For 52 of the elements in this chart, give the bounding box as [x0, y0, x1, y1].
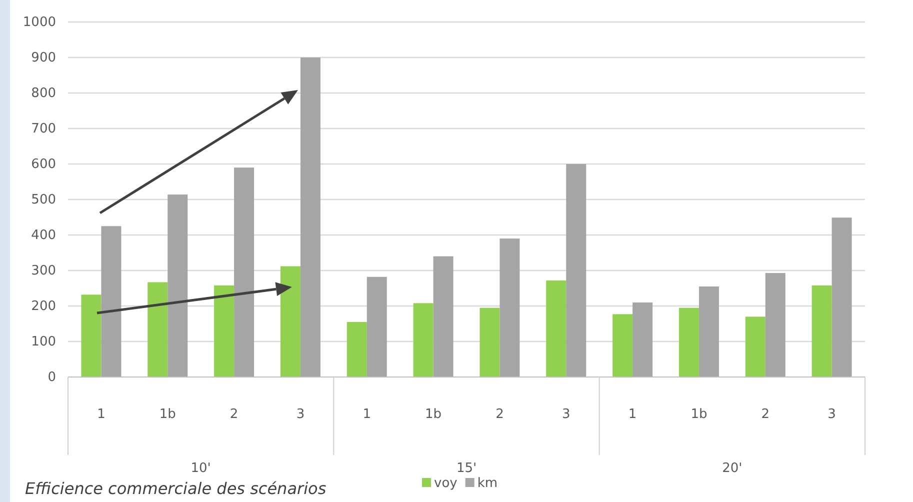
bar	[101, 226, 122, 377]
bar	[168, 194, 188, 377]
text: Efficience commerciale des scénarios	[25, 479, 326, 498]
x-tick-label: 1	[628, 407, 637, 422]
bar	[300, 58, 320, 377]
bar	[413, 303, 434, 377]
y-tick-label: 800	[31, 86, 56, 102]
y-tick-label: 600	[31, 157, 56, 172]
y-tick-label: 500	[31, 192, 56, 208]
y-tick-label: 400	[31, 228, 56, 244]
y-tick-label: 200	[31, 299, 56, 314]
y-tick-label: 1000	[22, 15, 56, 30]
bar	[612, 314, 633, 377]
text: 10'	[190, 461, 211, 476]
x-tick-label: 3	[562, 407, 570, 422]
bar	[366, 276, 387, 377]
bar	[678, 308, 699, 377]
bar	[480, 308, 500, 377]
legend-label: km	[477, 476, 498, 491]
y-tick-label: 300	[31, 264, 56, 279]
x-tick-label: 2	[761, 407, 770, 422]
bar	[832, 218, 852, 377]
x-tick-label: 1b	[425, 407, 442, 422]
text: 15'	[456, 461, 477, 476]
x-tick-label: 1b	[159, 407, 176, 422]
bar	[812, 285, 832, 377]
bar	[546, 280, 566, 377]
x-tick-label: 1	[97, 407, 106, 422]
x-tick-label: 2	[230, 407, 238, 422]
x-tick-label: 3	[296, 407, 305, 422]
bar	[346, 322, 367, 377]
bar	[632, 302, 653, 377]
x-tick-label: 1	[362, 407, 372, 422]
bar	[500, 238, 520, 377]
bar	[148, 282, 168, 377]
text: 20'	[722, 461, 742, 476]
bar	[214, 285, 234, 377]
bar	[234, 168, 254, 377]
x-tick-label: 2	[496, 407, 504, 422]
bar	[698, 286, 719, 377]
bar	[433, 256, 454, 377]
bar	[765, 272, 786, 377]
bar	[566, 164, 586, 377]
bar	[81, 294, 102, 377]
y-tick-label: 700	[31, 122, 56, 137]
y-tick-label: 900	[31, 50, 56, 66]
bar	[745, 316, 766, 377]
y-tick-label: 0	[48, 370, 56, 386]
legend-label: voy	[434, 476, 458, 491]
x-tick-label: 3	[828, 407, 836, 422]
y-tick-label: 100	[31, 334, 56, 350]
x-tick-label: 1b	[690, 407, 708, 422]
